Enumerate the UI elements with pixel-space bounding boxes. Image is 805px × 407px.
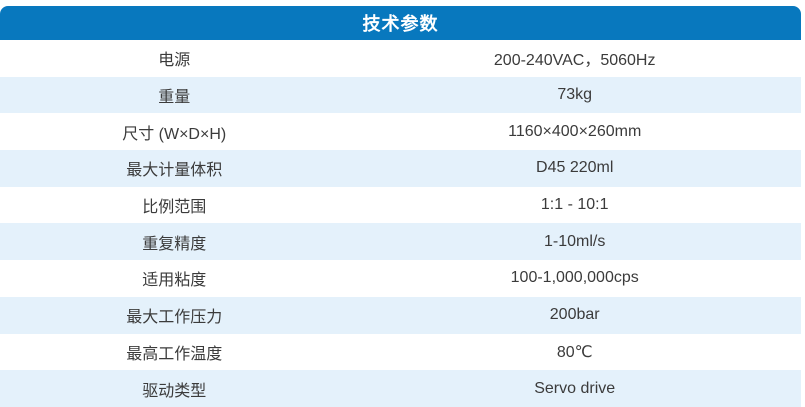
row-label: 重量 (158, 89, 191, 107)
table-row: 最高工作温度 80℃ (0, 333, 801, 371)
row-value: 100-1,000,000cps (510, 269, 639, 287)
row-label: 驱动类型 (142, 382, 207, 400)
spec-table-body: 电源 200-240VAC，5060Hz 重量 73kg 尺寸 (W×D×H) … (0, 40, 801, 407)
table-row: 驱动类型 Servo drive (0, 370, 801, 407)
row-value: Servo drive (534, 379, 616, 397)
row-label: 电源 (158, 52, 191, 70)
table-row: 重复精度 1-10ml/s (0, 223, 801, 261)
row-label: 最大工作压力 (126, 309, 223, 327)
row-value: 80℃ (556, 343, 593, 361)
table-row: 适用粘度 100-1,000,000cps (0, 260, 801, 297)
spec-table: 技术参数 电源 200-240VAC，5060Hz 重量 73kg 尺寸 (W×… (0, 6, 801, 407)
spec-table-header: 技术参数 (0, 6, 801, 40)
row-label: 最大计量体积 (126, 162, 223, 180)
row-label: 比例范围 (142, 199, 207, 217)
table-row: 电源 200-240VAC，5060Hz (0, 40, 801, 77)
table-row: 尺寸 (W×D×H) 1160×400×260mm (0, 113, 801, 151)
row-value: 1:1 - 10:1 (540, 196, 609, 214)
table-row: 重量 73kg (0, 76, 801, 114)
spec-table-title: 技术参数 (362, 14, 439, 34)
table-row: 最大工作压力 200bar (0, 296, 801, 334)
row-value: 1-10ml/s (544, 232, 606, 250)
row-label: 尺寸 (W×D×H) (122, 125, 227, 143)
row-value: D45 220ml (536, 159, 614, 177)
row-value: 73kg (557, 86, 593, 104)
table-row: 比例范围 1:1 - 10:1 (0, 186, 801, 224)
row-label: 重复精度 (142, 235, 207, 253)
row-value: 200bar (549, 306, 600, 324)
row-value: 1160×400×260mm (508, 122, 642, 140)
row-label: 最高工作温度 (126, 345, 223, 363)
row-value: 200-240VAC，5060Hz (493, 52, 656, 70)
table-row: 最大计量体积 D45 220ml (0, 150, 801, 187)
row-label: 适用粘度 (142, 272, 207, 290)
